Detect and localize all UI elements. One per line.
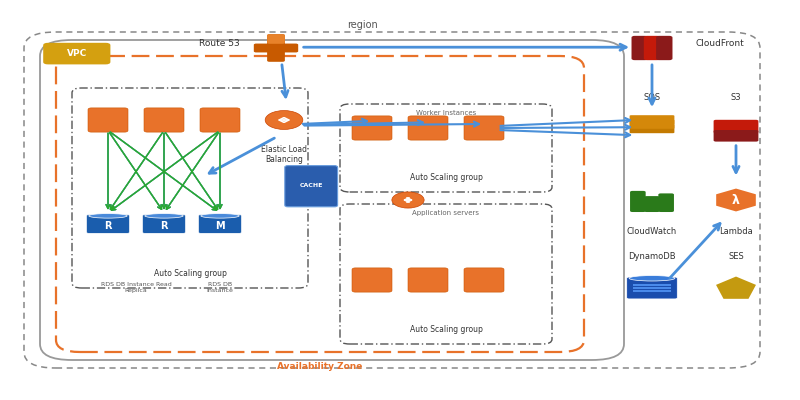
FancyBboxPatch shape <box>464 268 504 292</box>
Polygon shape <box>716 188 756 212</box>
Text: SES: SES <box>728 252 744 261</box>
Text: CACHE: CACHE <box>299 183 323 188</box>
Text: Application servers: Application servers <box>413 210 479 216</box>
FancyBboxPatch shape <box>267 34 285 62</box>
Text: SQS: SQS <box>643 93 661 102</box>
FancyBboxPatch shape <box>352 268 392 292</box>
FancyBboxPatch shape <box>352 116 392 140</box>
Text: Auto Scaling group: Auto Scaling group <box>410 325 482 334</box>
FancyBboxPatch shape <box>626 277 678 299</box>
FancyBboxPatch shape <box>631 36 648 60</box>
FancyBboxPatch shape <box>656 36 673 60</box>
FancyBboxPatch shape <box>644 36 660 60</box>
FancyBboxPatch shape <box>285 166 338 207</box>
FancyBboxPatch shape <box>714 120 758 133</box>
Text: R: R <box>160 221 168 231</box>
FancyBboxPatch shape <box>86 215 130 233</box>
Text: R: R <box>104 221 112 231</box>
FancyBboxPatch shape <box>88 108 128 132</box>
Text: λ: λ <box>732 194 740 206</box>
FancyBboxPatch shape <box>630 124 674 133</box>
Text: S3: S3 <box>730 93 742 102</box>
Text: RDS DB
Instance: RDS DB Instance <box>206 282 234 293</box>
Text: Auto Scaling group: Auto Scaling group <box>410 173 482 182</box>
Text: M: M <box>215 221 225 231</box>
FancyBboxPatch shape <box>634 290 670 292</box>
Text: Auto Scaling group: Auto Scaling group <box>154 269 226 278</box>
FancyBboxPatch shape <box>644 196 660 212</box>
FancyBboxPatch shape <box>267 34 285 44</box>
FancyBboxPatch shape <box>464 116 504 140</box>
FancyBboxPatch shape <box>658 193 674 212</box>
FancyBboxPatch shape <box>43 43 110 64</box>
FancyBboxPatch shape <box>630 120 674 129</box>
Text: CloudWatch: CloudWatch <box>627 227 677 236</box>
Text: RDS DB Instance Read
Replica: RDS DB Instance Read Replica <box>101 282 171 293</box>
Ellipse shape <box>145 214 183 218</box>
Polygon shape <box>716 276 756 299</box>
FancyBboxPatch shape <box>408 116 448 140</box>
FancyBboxPatch shape <box>142 215 186 233</box>
Ellipse shape <box>629 276 675 281</box>
Circle shape <box>392 192 424 208</box>
FancyBboxPatch shape <box>408 268 448 292</box>
FancyBboxPatch shape <box>200 108 240 132</box>
FancyBboxPatch shape <box>630 115 674 124</box>
Text: VPC: VPC <box>66 49 87 58</box>
Text: DynamoDB: DynamoDB <box>628 252 676 261</box>
Text: Route 53: Route 53 <box>199 40 240 48</box>
FancyBboxPatch shape <box>634 287 670 289</box>
FancyBboxPatch shape <box>634 284 670 286</box>
FancyBboxPatch shape <box>254 44 298 52</box>
FancyBboxPatch shape <box>198 215 242 233</box>
Text: Lambda: Lambda <box>719 227 753 236</box>
Circle shape <box>265 110 303 130</box>
Text: CloudFront: CloudFront <box>696 40 745 48</box>
FancyBboxPatch shape <box>714 130 758 142</box>
FancyBboxPatch shape <box>630 191 646 212</box>
FancyBboxPatch shape <box>144 108 184 132</box>
Ellipse shape <box>201 214 239 218</box>
Text: Elastic Load
Balancing: Elastic Load Balancing <box>261 145 307 164</box>
Ellipse shape <box>89 214 127 218</box>
Text: Availability Zone: Availability Zone <box>278 362 362 371</box>
Text: Worker Instances: Worker Instances <box>416 110 476 116</box>
Text: region: region <box>347 20 378 30</box>
